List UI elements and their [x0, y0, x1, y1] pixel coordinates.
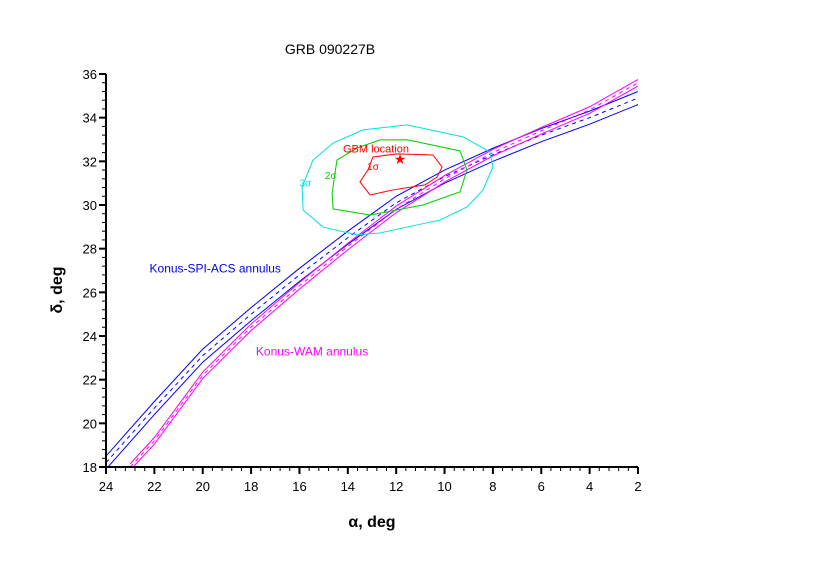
contour-label: 3σ: [299, 178, 312, 189]
y-axis-label: δ, deg: [49, 266, 66, 313]
x-tick-label: 8: [489, 479, 496, 494]
gbm-location-star: ★: [394, 151, 407, 167]
x-tick-label: 20: [195, 479, 209, 494]
x-tick-label: 14: [341, 479, 355, 494]
contour-3σ: [301, 124, 494, 236]
chart-title: GRB 090227B: [285, 41, 375, 57]
x-tick-label: 6: [538, 479, 545, 494]
contour-label: 2σ: [325, 171, 338, 182]
x-tick-label: 12: [389, 479, 403, 494]
annulus-line-konus-wam: [129, 82, 638, 467]
y-tick-label: 32: [83, 154, 97, 169]
contour-label: 1σ: [367, 162, 380, 173]
x-axis-label: α, deg: [348, 514, 395, 531]
y-tick-label: 24: [83, 329, 97, 344]
x-tick-label: 10: [437, 479, 451, 494]
y-tick-label: 28: [83, 242, 97, 257]
contour-2σ: [331, 139, 468, 216]
x-tick-label: 2: [634, 479, 641, 494]
annulus-line-konus-spi-acs: [106, 91, 638, 457]
contour-1σ: [359, 153, 443, 196]
annulus-line-konus-wam: [132, 85, 638, 467]
gbm-location-label: GBM location: [343, 143, 409, 155]
y-tick-label: 20: [83, 416, 97, 431]
y-tick-label: 26: [83, 285, 97, 300]
annulus-line-konus-wam: [129, 79, 638, 465]
x-tick-label: 4: [586, 479, 593, 494]
annulus-line-konus-spi-acs: [107, 104, 638, 467]
y-tick-label: 36: [83, 67, 97, 82]
x-tick-label: 22: [147, 479, 161, 494]
y-tick-label: 34: [83, 111, 97, 126]
y-tick-label: 30: [83, 198, 97, 213]
x-tick-label: 16: [292, 479, 306, 494]
y-tick-label: 22: [83, 373, 97, 388]
annotation: Konus-WAM annulus: [256, 345, 368, 359]
annotation: Konus-SPI-ACS annulus: [150, 262, 281, 276]
y-tick-label: 18: [83, 460, 97, 475]
x-tick-label: 18: [244, 479, 258, 494]
annulus-line-konus-spi-acs: [106, 97, 638, 463]
x-tick-label: 24: [99, 479, 113, 494]
